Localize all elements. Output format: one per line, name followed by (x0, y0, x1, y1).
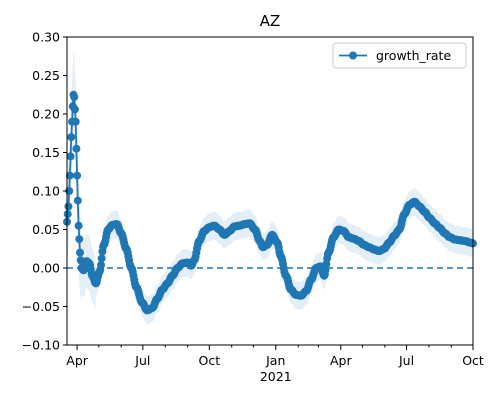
data-point (73, 171, 82, 180)
chart-title: AZ (260, 12, 281, 30)
x-tick-label: Apr (330, 353, 352, 368)
data-point (71, 117, 80, 126)
series-layer (63, 90, 477, 315)
data-point (66, 152, 75, 161)
data-point (97, 261, 105, 270)
x-tick-label: Jul (134, 353, 150, 368)
data-point (74, 221, 83, 230)
legend-box (332, 42, 467, 69)
data-point (75, 235, 84, 244)
x-tick-label: Jul (398, 353, 414, 368)
y-axis: −0.10 −0.05 0.00 0.05 0.10 0.15 0.20 0.25 0.30 (22, 30, 67, 353)
data-point (97, 254, 106, 263)
y-tick-label: 0.05 (32, 222, 60, 237)
legend-label: growth_rate (376, 48, 451, 63)
data-point (63, 210, 72, 219)
confidence-band-layer (67, 52, 473, 325)
data-point (76, 248, 84, 257)
data-point (321, 265, 330, 274)
data-point (64, 202, 73, 211)
data-point (72, 144, 81, 153)
y-tick-label: 0.10 (32, 184, 60, 199)
data-point (73, 196, 82, 205)
y-tick-label: 0.00 (32, 261, 60, 276)
series-growth-rate (63, 90, 477, 315)
confidence-band (67, 52, 473, 325)
data-point (70, 105, 79, 114)
data-point (70, 93, 79, 102)
x-tick-label: Oct (199, 353, 221, 368)
legend: growth_rate (332, 42, 467, 69)
x-tick-label: Jan (265, 353, 285, 368)
y-tick-label: 0.25 (32, 68, 60, 83)
y-tick-label: −0.05 (22, 299, 60, 314)
y-tick-label: 0.15 (32, 145, 60, 160)
y-tick-label: −0.10 (22, 338, 60, 353)
data-point (67, 133, 76, 142)
x-tick-label: Apr (66, 353, 88, 368)
x-axis: Apr Jul Oct Jan Apr Jul Oct 2021 (66, 345, 484, 384)
data-point (65, 171, 74, 180)
y-tick-label: 0.30 (32, 30, 60, 45)
y-tick-label: 0.20 (32, 107, 60, 122)
legend-marker (349, 51, 357, 60)
x-year-label: 2021 (260, 369, 292, 384)
x-tick-label: Oct (462, 353, 484, 368)
